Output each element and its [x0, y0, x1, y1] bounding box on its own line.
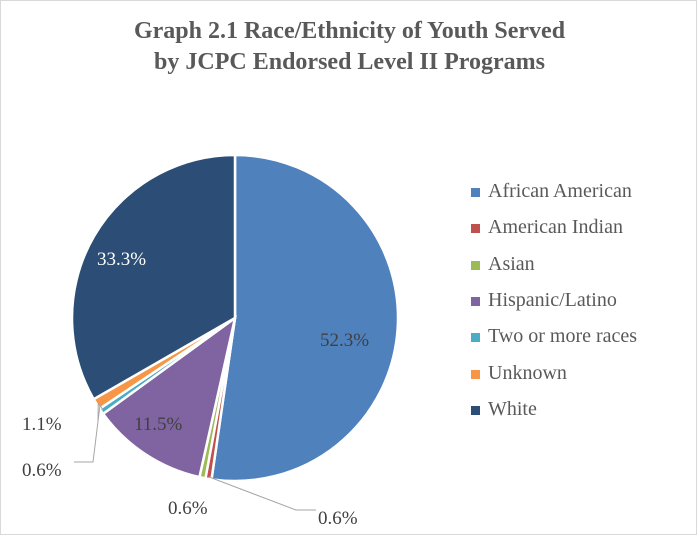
- data-label-white: 33.3%: [97, 249, 146, 270]
- chart-title-line-2: by JCPC Endorsed Level II Programs: [154, 49, 545, 75]
- chart-title-line-1: Graph 2.1 Race/Ethnicity of Youth Served: [133, 18, 566, 44]
- legend-swatch-asian: [471, 260, 480, 270]
- legend-label-asian: Asian: [488, 252, 535, 275]
- legend-label-unknown: Unknown: [488, 361, 567, 384]
- legend-label-two-or-more-races: Two or more races: [488, 325, 638, 348]
- pie-slice-hispanic-latino: [101, 315, 237, 479]
- data-label-african-american: 52.3%: [320, 330, 369, 351]
- legend-label-african-american: African American: [488, 180, 632, 202]
- legend-swatch-hispanic-latino: [471, 296, 480, 306]
- leader-line-american-indian: [208, 476, 316, 511]
- data-label-two-or-more-races: 0.6%: [22, 460, 62, 481]
- legend-label-american-indian: American Indian: [488, 216, 623, 239]
- leader-line-two-or-more-races: [74, 403, 104, 463]
- legend-label-hispanic-latino: Hispanic/Latino: [488, 288, 617, 311]
- data-label-unknown: 1.1%: [22, 414, 62, 435]
- data-label-asian: 0.6%: [168, 498, 208, 519]
- pie-slice-white: [70, 153, 237, 401]
- pie-slice-african-american: [210, 153, 400, 483]
- legend-label-white: White: [488, 397, 537, 420]
- legend-swatch-african-american: [471, 188, 480, 197]
- legend-swatch-american-indian: [471, 224, 480, 234]
- data-label-hispanic-latino: 11.5%: [134, 414, 183, 435]
- legend-swatch-unknown: [471, 369, 480, 379]
- legend-swatch-two-or-more-races: [471, 333, 480, 343]
- data-label-american-indian: 0.6%: [318, 508, 358, 529]
- legend-swatch-white: [471, 405, 480, 415]
